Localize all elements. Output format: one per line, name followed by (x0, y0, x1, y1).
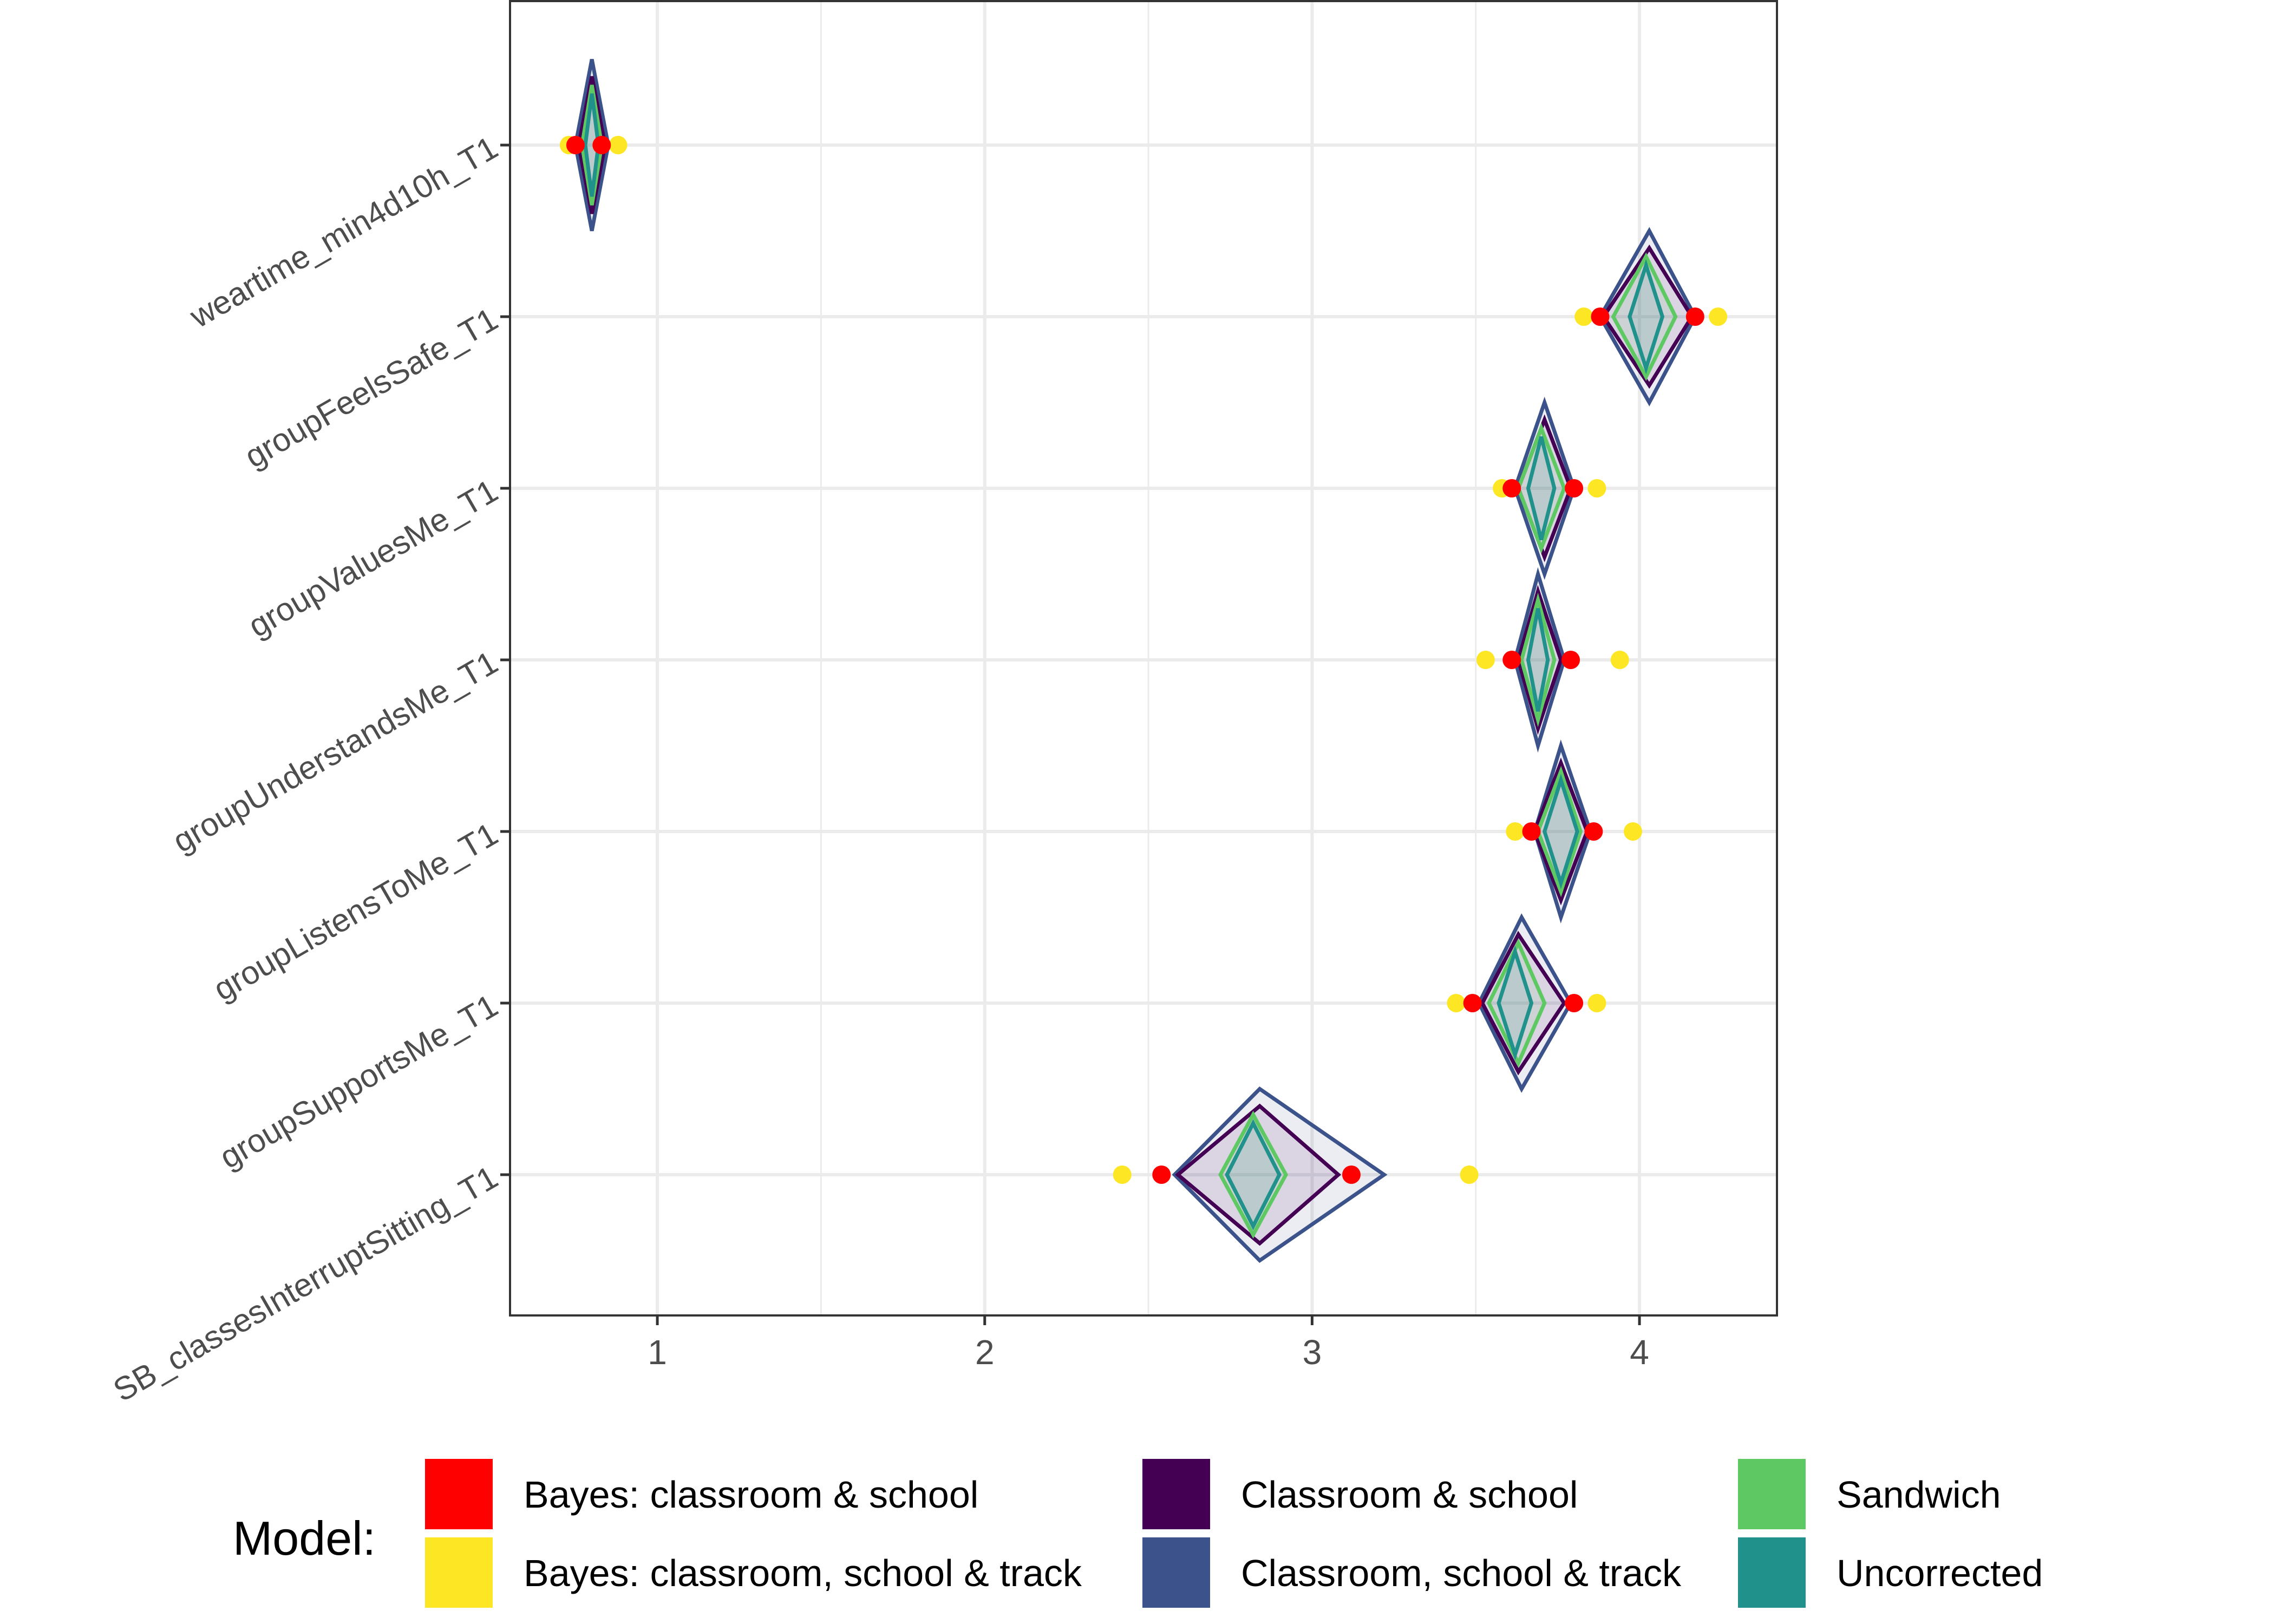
legend-swatch (1142, 1537, 1210, 1608)
y-tick-label: groupListensToMe_T1 (207, 816, 504, 1008)
legend-label: Sandwich (1837, 1474, 2001, 1516)
bayes-point (592, 136, 611, 154)
bayes-points (559, 136, 1728, 1184)
legend-label: Bayes: classroom & school (524, 1474, 978, 1516)
legend-swatch (1738, 1459, 1806, 1529)
grid (510, 0, 1777, 1315)
diamond-sandwich (1535, 765, 1583, 898)
y-tick-label: groupFeelsSafe_T1 (239, 301, 504, 475)
diamond-uncorrected (1543, 774, 1579, 889)
x-axis: 1 2 3 4 (648, 1315, 1649, 1372)
bayes-point (1342, 1165, 1361, 1184)
diamond-classroom-school (1480, 931, 1567, 1076)
x-tick-label: 4 (1630, 1333, 1649, 1372)
bayes-point (1574, 307, 1593, 326)
bayes-point (1113, 1165, 1132, 1184)
diamond-uncorrected (1526, 608, 1550, 712)
y-tick-label: groupUnderstandsMe_T1 (167, 644, 504, 860)
diamond-sandwich (1516, 423, 1566, 554)
y-tick-label: groupSupportsMe_T1 (213, 987, 504, 1176)
bayes-point (1685, 307, 1704, 326)
y-axis: weartime_min4d10h_T1groupFeelsSafe_T1gro… (107, 129, 510, 1409)
bayes-point (1502, 651, 1521, 669)
bayes-point (1152, 1165, 1171, 1184)
bayes-point (1502, 479, 1521, 497)
diamond-uncorrected (1526, 436, 1557, 540)
diamond-sandwich (1487, 938, 1547, 1068)
diamond-classroom-school (1175, 1103, 1342, 1246)
bayes-point (1587, 479, 1606, 497)
bayes-point (566, 136, 585, 154)
plot-panel-border (509, 0, 1778, 1317)
legend-label: Uncorrected (1837, 1552, 2043, 1594)
legend-swatch (1738, 1537, 1806, 1608)
legend-label: Bayes: classroom, school & track (524, 1552, 1082, 1594)
legend-swatch (1142, 1459, 1210, 1529)
x-tick-label: 3 (1303, 1333, 1322, 1372)
diamond-sandwich (1519, 592, 1557, 728)
x-tick-label: 2 (975, 1333, 995, 1372)
diamond-sandwich (1218, 1110, 1289, 1239)
bayes-point (1591, 307, 1610, 326)
bayes-point (1623, 822, 1642, 841)
diamond-uncorrected (1628, 259, 1665, 375)
diamond-sandwich (1611, 252, 1678, 381)
bayes-point (1447, 994, 1466, 1012)
bayes-point (1565, 994, 1584, 1012)
diamond-classroom-school (1516, 585, 1563, 735)
bayes-point (1587, 994, 1606, 1012)
bayes-point (609, 136, 628, 154)
bayes-point (1463, 994, 1482, 1012)
bayes-point (1565, 479, 1584, 497)
legend-label: Classroom & school (1241, 1474, 1578, 1516)
legend-label: Classroom, school & track (1241, 1552, 1682, 1594)
bayes-point (1522, 822, 1541, 841)
diamonds (573, 58, 1697, 1263)
bayes-point (1506, 822, 1525, 841)
bayes-point (1561, 651, 1580, 669)
legend-swatch (425, 1537, 493, 1608)
legend-title: Model: (233, 1511, 376, 1565)
diamond-uncorrected (1225, 1119, 1282, 1230)
bayes-point (1709, 307, 1728, 326)
legend: Model: Bayes: classroom & school Bayes: c… (233, 1459, 2043, 1608)
y-tick-label: groupValuesMe_T1 (242, 473, 504, 645)
diamond-uncorrected (1497, 945, 1534, 1061)
bayes-point (1460, 1165, 1479, 1184)
bayes-point (1584, 822, 1603, 841)
bayes-point (1476, 651, 1495, 669)
x-tick-label: 1 (648, 1333, 667, 1372)
legend-swatch (425, 1459, 493, 1529)
y-tick-label: weartime_min4d10h_T1 (184, 129, 504, 335)
bayes-point (1610, 651, 1629, 669)
y-tick-label: SB_classesInterruptSitting_T1 (107, 1159, 504, 1409)
